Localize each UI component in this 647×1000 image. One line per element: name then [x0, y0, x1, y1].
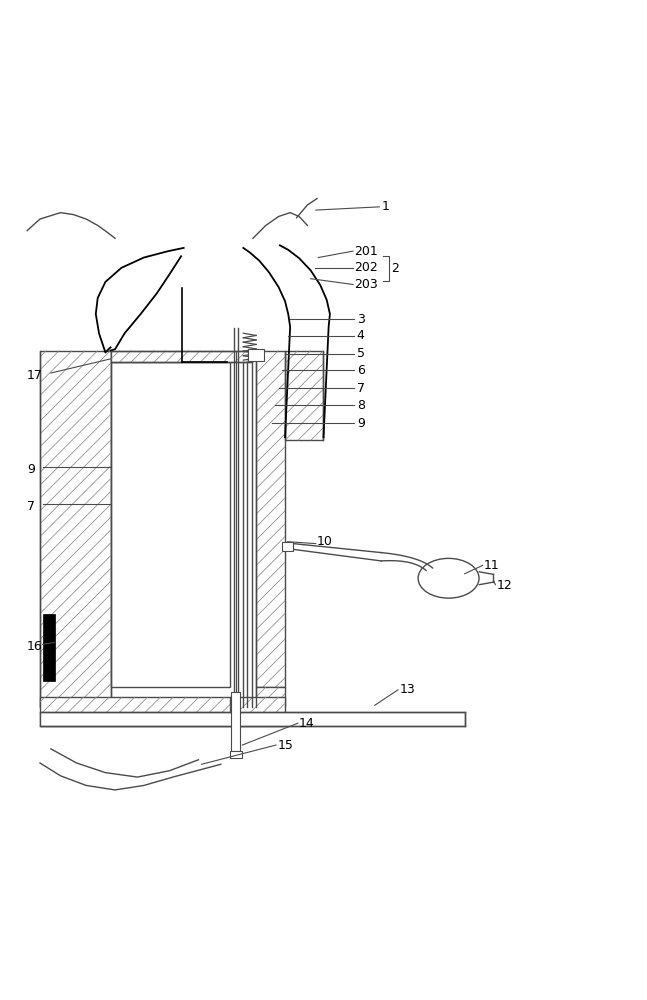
Text: 9: 9 [27, 463, 35, 476]
Bar [111, 351, 252, 362]
Bar [256, 351, 285, 687]
Ellipse shape [418, 558, 479, 598]
Text: 203: 203 [355, 278, 378, 291]
Text: 7: 7 [27, 500, 35, 513]
Text: 201: 201 [355, 245, 378, 258]
Bar [285, 351, 324, 440]
Text: 1: 1 [381, 200, 389, 213]
Text: 3: 3 [357, 313, 365, 326]
Bar [43, 614, 55, 681]
Text: 6: 6 [357, 364, 365, 377]
Bar [230, 697, 285, 726]
Text: 17: 17 [27, 369, 43, 382]
Bar [111, 362, 230, 687]
Text: 4: 4 [357, 329, 365, 342]
Bar [40, 351, 111, 707]
Bar [256, 687, 285, 707]
Text: 8: 8 [357, 399, 365, 412]
Text: 15: 15 [278, 739, 293, 752]
Text: 13: 13 [399, 683, 415, 696]
Bar [40, 712, 465, 726]
Bar [248, 349, 265, 361]
Bar [40, 697, 240, 726]
Bar [230, 751, 243, 758]
Text: 5: 5 [357, 347, 365, 360]
Text: 2: 2 [391, 262, 399, 275]
Text: 11: 11 [484, 559, 499, 572]
Bar [282, 542, 293, 551]
Bar [232, 692, 241, 751]
Text: 12: 12 [497, 579, 512, 592]
Text: 16: 16 [27, 640, 43, 653]
Text: 14: 14 [299, 717, 315, 730]
Text: 202: 202 [355, 261, 378, 274]
Text: 7: 7 [357, 382, 365, 395]
Text: 9: 9 [357, 417, 365, 430]
Text: 10: 10 [317, 535, 333, 548]
